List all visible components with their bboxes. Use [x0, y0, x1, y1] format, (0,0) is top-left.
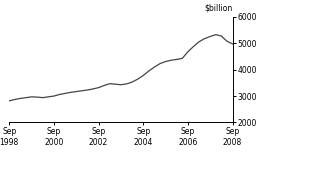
Text: $billion: $billion [204, 4, 232, 13]
